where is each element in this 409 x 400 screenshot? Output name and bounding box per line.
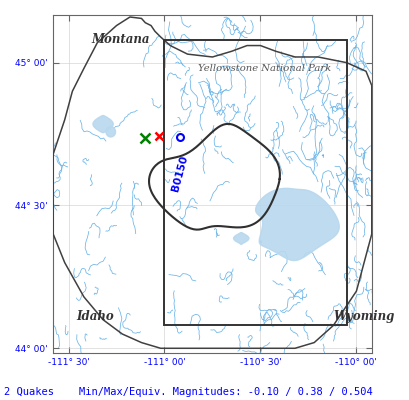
Bar: [164, 40, 346, 326]
Polygon shape: [93, 116, 113, 133]
Polygon shape: [233, 232, 248, 245]
Text: 2 Quakes    Min/Max/Equiv. Magnitudes: -0.10 / 0.38 / 0.504: 2 Quakes Min/Max/Equiv. Magnitudes: -0.1…: [4, 387, 372, 397]
Text: Yellowstone National Park: Yellowstone National Park: [197, 64, 330, 73]
Text: B0150: B0150: [170, 154, 189, 192]
Polygon shape: [255, 188, 338, 260]
Text: Wyoming: Wyoming: [333, 310, 394, 323]
Text: Montana: Montana: [91, 33, 150, 46]
Text: Idaho: Idaho: [76, 310, 114, 323]
Polygon shape: [106, 127, 115, 137]
